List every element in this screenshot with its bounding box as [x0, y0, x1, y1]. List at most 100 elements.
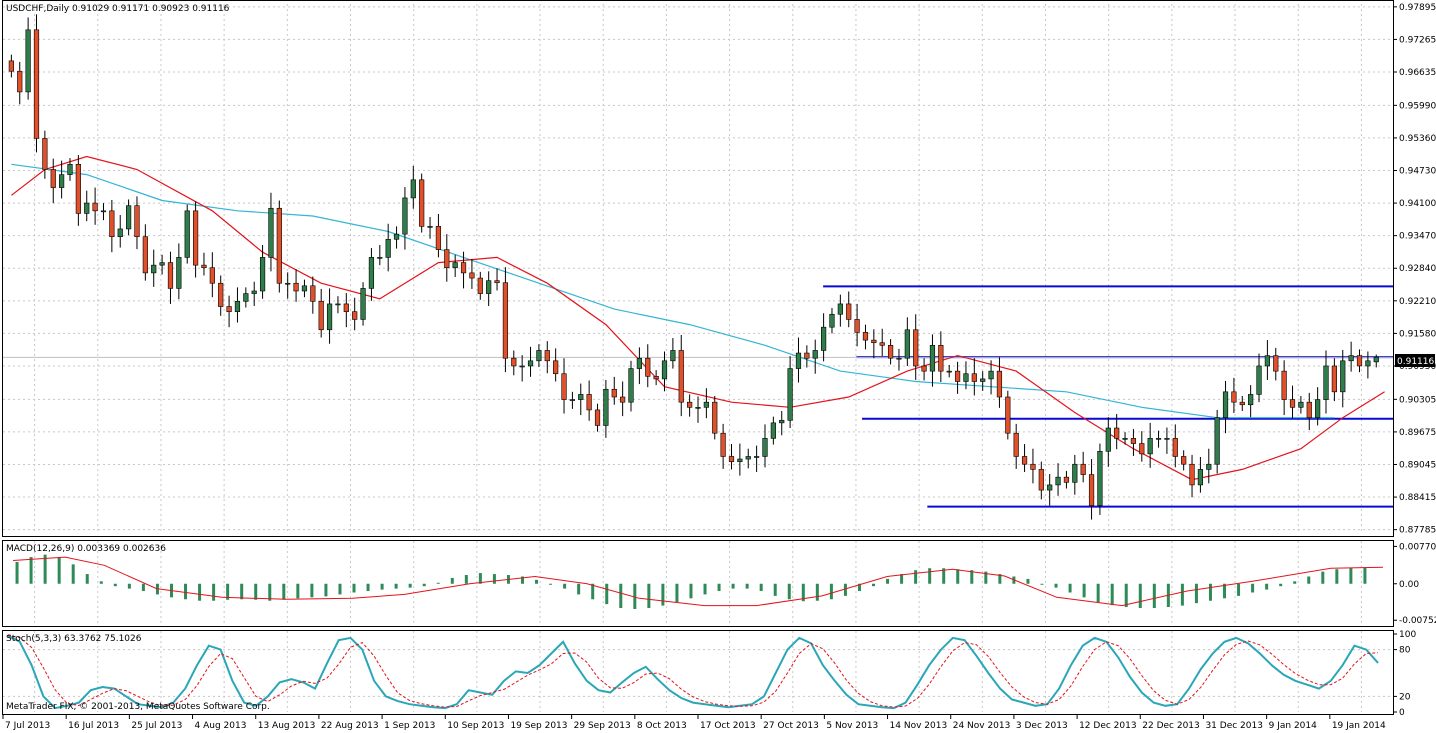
candle-body	[569, 399, 576, 401]
macd-bar	[675, 583, 679, 603]
candle-body	[628, 368, 634, 403]
candle-body	[963, 373, 969, 382]
copyright-text: MetaTrader FIX, © 2001-2013, MetaQuotes …	[6, 702, 270, 712]
candle-body	[92, 202, 98, 212]
macd-bar	[1026, 578, 1030, 584]
macd-bar	[113, 583, 117, 587]
price-tick-label: 0.96635	[1399, 68, 1436, 78]
macd-bar	[436, 582, 440, 584]
macd-bar	[984, 571, 988, 584]
candle-body	[17, 70, 23, 93]
time-tick-label: 31 Dec 2013	[1205, 721, 1263, 731]
candle	[218, 275, 224, 316]
candle-body	[544, 350, 550, 362]
candle-body	[762, 438, 768, 457]
macd-bar	[745, 583, 749, 589]
time-tick-label: 13 Aug 2013	[258, 721, 316, 731]
candle	[1139, 431, 1145, 462]
moving-average-fast	[11, 155, 1385, 481]
candle-body	[695, 407, 701, 409]
candle	[251, 281, 257, 306]
candle	[1315, 387, 1321, 426]
candle	[1155, 430, 1162, 448]
candle-body	[218, 282, 224, 307]
candle	[578, 383, 584, 416]
candle-body	[352, 311, 358, 320]
candle	[167, 251, 174, 304]
candle	[335, 296, 341, 314]
macd-bar	[1251, 583, 1255, 593]
candle-body	[1365, 360, 1371, 367]
macd-panel-frame	[2, 540, 1394, 627]
candle-body	[1130, 438, 1137, 444]
time-tick-label: 8 Oct 2013	[637, 721, 687, 731]
candle-body	[946, 370, 952, 373]
candle-body	[511, 357, 517, 367]
macd-bar	[422, 583, 426, 587]
candle	[1088, 459, 1095, 520]
macd-bar	[661, 583, 665, 606]
candle-body	[1105, 427, 1111, 452]
candle	[444, 234, 450, 282]
candle-body	[1147, 438, 1153, 455]
candle	[603, 379, 609, 438]
macd-bar	[492, 574, 496, 584]
candle-body	[812, 350, 818, 359]
macd-bar	[408, 583, 412, 588]
candle	[1323, 350, 1329, 414]
time-tick-label: 27 Oct 2013	[763, 721, 819, 731]
macd-bar	[15, 561, 19, 584]
candle-body	[720, 432, 726, 457]
candle-body	[1097, 450, 1103, 506]
candle-body	[301, 285, 308, 292]
candle	[1005, 390, 1011, 440]
macd-bar	[605, 583, 609, 605]
candle	[477, 271, 483, 300]
candle-body	[25, 29, 31, 93]
candle	[527, 346, 534, 377]
candle-body	[636, 357, 642, 369]
candle-body	[862, 332, 869, 341]
candle-body	[929, 344, 936, 372]
candle-body	[142, 236, 148, 274]
ma-slow-path	[11, 163, 1335, 419]
candle	[896, 348, 902, 371]
candle-body	[1222, 391, 1229, 418]
macd-bar	[1124, 583, 1128, 608]
candle-body	[8, 60, 14, 72]
candle-body	[1373, 356, 1379, 363]
candle-body	[1072, 463, 1078, 483]
candle	[611, 376, 617, 405]
candle-body	[1197, 469, 1204, 486]
candle	[385, 223, 391, 272]
candle-body	[310, 285, 316, 302]
candle-body	[477, 277, 483, 294]
candle-body	[151, 264, 157, 274]
price-tick-label: 0.92210	[1399, 297, 1436, 307]
candle-body	[980, 378, 986, 382]
candle-body	[1264, 355, 1271, 367]
candle	[17, 61, 23, 105]
price-tick-label: 0.89675	[1399, 428, 1436, 438]
macd-bar	[1237, 583, 1241, 596]
stochastic-signal-line	[7, 635, 1379, 708]
horizontal-levels	[3, 285, 1393, 508]
candle	[661, 351, 668, 392]
candle	[1197, 456, 1204, 493]
macd-bar	[647, 583, 651, 608]
candle-body	[251, 290, 257, 294]
candle	[67, 158, 73, 181]
candle	[569, 391, 576, 409]
macd-bar	[1040, 583, 1044, 585]
candle	[544, 341, 550, 374]
candle-body	[444, 249, 450, 269]
candle-body	[536, 350, 542, 362]
candle	[519, 355, 525, 382]
macd-bar	[773, 583, 777, 596]
candle	[201, 252, 207, 276]
candle	[837, 294, 843, 327]
candle	[435, 213, 442, 258]
candle	[92, 187, 98, 225]
time-tick-label: 12 Dec 2013	[1079, 721, 1137, 731]
candle	[594, 403, 601, 432]
